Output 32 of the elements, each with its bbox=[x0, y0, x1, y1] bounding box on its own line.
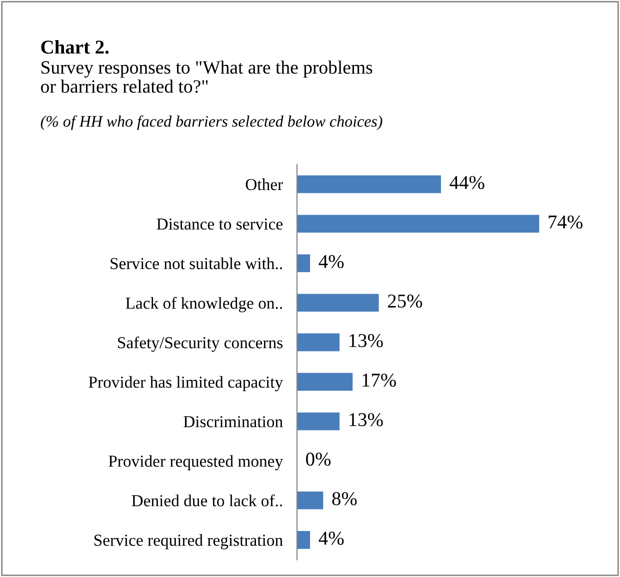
data-label: 17% bbox=[362, 374, 396, 387]
bar bbox=[296, 372, 353, 391]
data-label: 74% bbox=[548, 215, 582, 229]
y-tick-label: Other bbox=[246, 178, 283, 190]
y-tick-label: Provider has limited capacity bbox=[88, 376, 284, 392]
bar bbox=[296, 492, 324, 510]
bar bbox=[296, 531, 310, 549]
y-tick-label: Service required registration bbox=[94, 534, 283, 550]
text: (% of HH who faced barriers selected below choices) bbox=[40, 115, 382, 130]
data-label: 25% bbox=[388, 294, 422, 308]
bar bbox=[296, 412, 340, 430]
bar bbox=[296, 333, 340, 352]
data-label: 44% bbox=[450, 176, 484, 190]
bar bbox=[296, 254, 310, 272]
text: Chart 2. bbox=[41, 40, 109, 54]
y-tick-label: Safety/Security concerns bbox=[118, 336, 282, 352]
data-label: 4% bbox=[318, 532, 344, 545]
y-tick-label: Discrimination bbox=[184, 416, 283, 428]
y-tick-label: Provider requested money bbox=[108, 455, 284, 470]
data-label: 8% bbox=[332, 492, 357, 506]
data-label: 0% bbox=[306, 452, 331, 466]
bar bbox=[296, 294, 379, 312]
y-tick-label: Lack of knowledge on.. bbox=[126, 296, 282, 312]
y-tick-label: Denied due to lack of.. bbox=[132, 494, 282, 506]
data-label: 13% bbox=[350, 334, 383, 348]
bar bbox=[296, 214, 540, 233]
chart-subtitle: Survey responses to "What are the problems or barriers related to?" bbox=[41, 60, 372, 93]
y-tick-label: Service not suitable with.. bbox=[110, 257, 282, 270]
bar bbox=[296, 175, 441, 194]
y-tick-label: Distance to service bbox=[156, 218, 283, 230]
data-label: 4% bbox=[318, 255, 344, 268]
data-label: 13% bbox=[350, 413, 383, 426]
